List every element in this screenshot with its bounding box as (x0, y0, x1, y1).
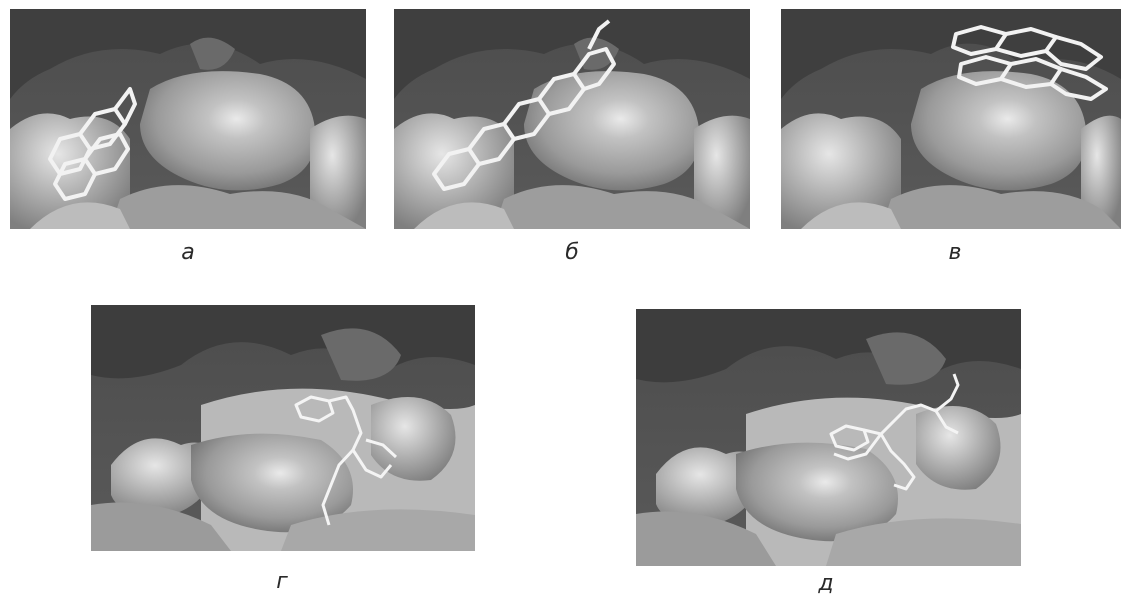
ligand-a (48, 87, 137, 201)
panel-d-image (636, 309, 1021, 566)
panel-a-image (10, 9, 366, 229)
ligand-b (432, 19, 616, 191)
panel-d-label: д (818, 571, 834, 596)
ligand-g (294, 395, 398, 526)
ligand-v (951, 25, 1108, 101)
ligand-d (829, 373, 960, 491)
panel-g-image (91, 305, 475, 551)
panel-g-label: г (276, 569, 288, 594)
panel-b-image (394, 9, 750, 229)
panel-v-label: в (948, 240, 962, 265)
panel-v-image (781, 9, 1121, 229)
panel-a-label: а (181, 240, 195, 265)
panel-b-label: б (565, 240, 579, 265)
